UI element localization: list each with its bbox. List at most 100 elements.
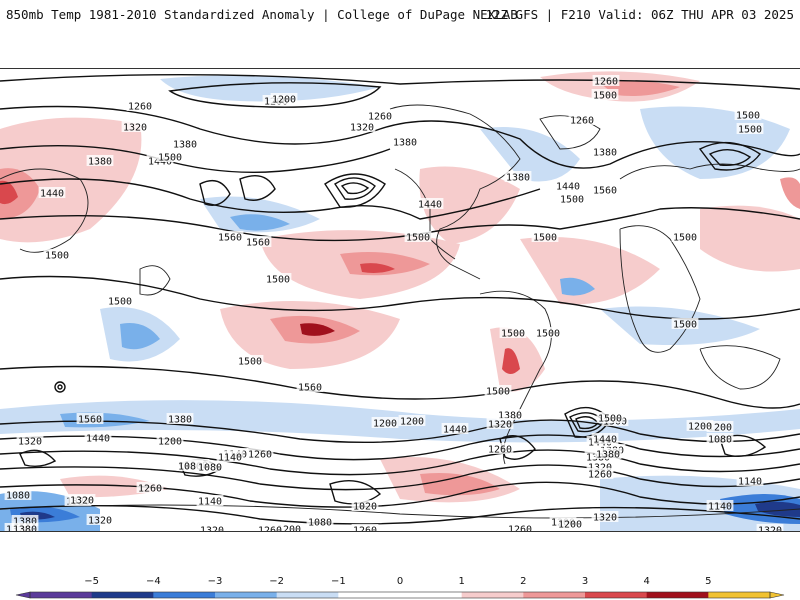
colorbar-tick-label: −1 xyxy=(331,576,346,587)
colorbar-extend-arrow xyxy=(15,591,31,599)
contour-label-bg xyxy=(86,155,114,166)
contour-label: 1500 xyxy=(266,275,290,286)
contour-label-bg xyxy=(484,385,512,396)
contour-label-bg xyxy=(86,514,114,525)
colorbar-tick-label: 5 xyxy=(705,576,711,587)
anomaly-patch xyxy=(420,473,500,496)
colorbar-extend-arrow xyxy=(769,591,785,599)
contour-label: 1560 xyxy=(78,415,102,426)
colorbar-tick-label: 3 xyxy=(582,576,588,587)
contour-line xyxy=(0,144,391,174)
contour-label-bg xyxy=(556,518,584,529)
contour-label: 1320 xyxy=(123,123,147,134)
colorbar-segment xyxy=(276,592,339,598)
contour-line xyxy=(499,435,536,460)
contour-line xyxy=(199,180,231,206)
contour-label: 1320 xyxy=(70,496,94,507)
contour-line xyxy=(239,175,276,201)
colorbar-tick-label: 1 xyxy=(458,576,464,587)
contour-label: 1500 xyxy=(501,329,525,340)
contour-line xyxy=(324,173,386,208)
contour-line xyxy=(698,141,762,171)
colorbar-segment xyxy=(400,592,463,598)
contour-label-bg xyxy=(558,193,586,204)
contour-labels: 1260120013201260144013801500144013801260… xyxy=(4,75,784,532)
contour-label-bg xyxy=(504,171,532,182)
coastline xyxy=(0,504,800,519)
contour-label-bg xyxy=(270,93,298,104)
coastline xyxy=(394,168,456,260)
contour-label: 1560 xyxy=(246,238,270,249)
contour-label-bg xyxy=(756,524,784,531)
colorbar-border xyxy=(29,591,771,599)
contour-label-bg xyxy=(156,151,184,162)
run-info: 12Z GFS | F210 Valid: 06Z THU APR 03 202… xyxy=(485,7,794,22)
contour-label: 1200 xyxy=(158,437,182,448)
contour-label-bg xyxy=(586,468,614,479)
contour-label-bg xyxy=(416,198,444,209)
contour-label-bg xyxy=(534,327,562,338)
contour-label-bg xyxy=(275,523,303,531)
contour-label: 1260 xyxy=(588,470,612,481)
contour-label: 1260 xyxy=(258,526,282,532)
contour-label: 1500 xyxy=(238,357,262,368)
contour-line xyxy=(0,504,800,525)
contour-label: 1560 xyxy=(593,186,617,197)
contour-label-bg xyxy=(706,433,734,444)
contour-label: 1500 xyxy=(673,233,697,244)
contour-line xyxy=(719,434,767,457)
contour-label-bg xyxy=(706,421,734,432)
coastline xyxy=(539,115,601,150)
contour-label-bg xyxy=(121,121,149,132)
anomaly-patch xyxy=(502,348,520,374)
colorbar-canvas: −5 −4 −3 −2 −1 0 1 2 3 4 5 xyxy=(15,576,785,599)
coastline xyxy=(619,225,701,353)
contour-label: 1140 xyxy=(198,497,222,508)
contour-line xyxy=(57,384,63,390)
contour-line xyxy=(334,177,376,200)
colorbar-segment xyxy=(461,592,524,598)
contour-label: 1260 xyxy=(353,526,377,532)
contour-label: 1500 xyxy=(533,233,557,244)
anomaly-patch xyxy=(600,80,680,96)
contour-label: 1380 xyxy=(173,140,197,151)
contour-label-bg xyxy=(506,523,534,531)
contour-line xyxy=(0,365,800,409)
contour-label-bg xyxy=(256,524,284,531)
contour-label: 1500 xyxy=(673,320,697,331)
contour-label-bg xyxy=(499,327,527,338)
contour-label: 1320 xyxy=(18,437,42,448)
anomaly-patch xyxy=(160,75,380,102)
anomaly-map: 1260120013201260144013801500144013801260… xyxy=(0,68,800,532)
contour-label: 1380 xyxy=(88,157,112,168)
contour-label-bg xyxy=(11,515,39,526)
contour-label-bg xyxy=(591,89,619,100)
contour-label: 1080 xyxy=(6,491,30,502)
contour-label-bg xyxy=(136,482,164,493)
contour-label: 1080 xyxy=(308,518,332,529)
anomaly-patch xyxy=(200,196,320,233)
contour-label-bg xyxy=(68,494,96,505)
contour-label: 1380 xyxy=(498,411,522,422)
contour-label-bg xyxy=(486,443,514,454)
anomaly-patch xyxy=(0,180,18,205)
colorbar-segment xyxy=(91,592,154,598)
contour-label: 1380 xyxy=(13,517,37,528)
coastline xyxy=(139,265,171,296)
colorbar-segment xyxy=(523,592,586,598)
contour-label-bg xyxy=(568,114,596,125)
colorbar-segment xyxy=(585,592,648,598)
contour-label-bg xyxy=(351,500,379,511)
contour-label-bg xyxy=(198,524,226,531)
contour-label: 1500 xyxy=(158,153,182,164)
contour-label-bg xyxy=(171,138,199,149)
contour-label: 1380 xyxy=(596,450,620,461)
contour-label-bg xyxy=(196,461,224,472)
contour-label: 1320 xyxy=(88,516,112,527)
colorbar-tick-label: −5 xyxy=(84,576,99,587)
contour-label: 1440 xyxy=(86,434,110,445)
contour-label-bg xyxy=(366,110,394,121)
contour-label-bg xyxy=(43,249,71,260)
colorbar-segment xyxy=(708,592,771,598)
contour-label-bg xyxy=(306,516,334,527)
